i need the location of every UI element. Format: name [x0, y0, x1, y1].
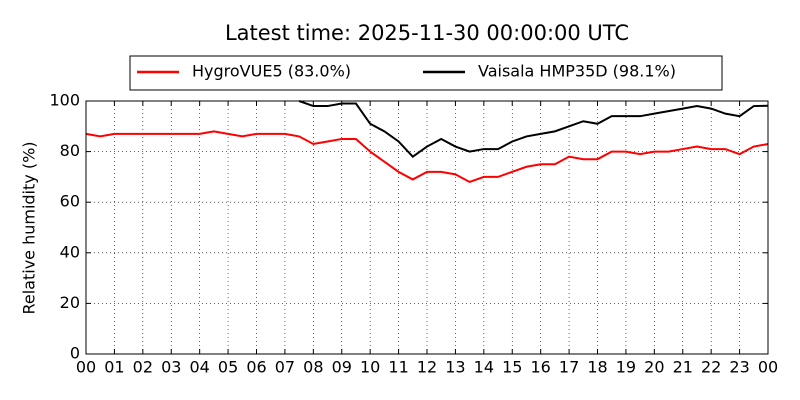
x-tick-label: 22 [701, 358, 721, 377]
series-line [85, 130, 769, 184]
chart-title: Latest time: 2025-11-30 00:00:00 UTC [225, 21, 629, 45]
x-tick-label: 08 [303, 358, 323, 377]
x-tick-label: 12 [417, 358, 437, 377]
x-tick-label: 09 [332, 358, 352, 377]
legend-label: Vaisala HMP35D (98.1%) [478, 62, 676, 81]
x-tick-label: 23 [729, 358, 749, 377]
x-tick-label: 14 [474, 358, 494, 377]
x-tick-label: 21 [673, 358, 693, 377]
x-tick-label: 16 [530, 358, 550, 377]
y-tick-label: 100 [49, 91, 80, 110]
y-tick-label: 40 [60, 242, 80, 261]
x-tick-label: 11 [388, 358, 408, 377]
y-axis-label: Relative humidity (%) [20, 141, 39, 314]
x-tick-label: 02 [133, 358, 153, 377]
series-line [298, 100, 769, 158]
x-tick-label: 10 [360, 358, 380, 377]
y-tick-label: 80 [60, 141, 80, 160]
x-tick-label: 15 [502, 358, 522, 377]
x-tick-label: 19 [616, 358, 636, 377]
plot-frame [85, 100, 769, 355]
x-tick-label: 20 [644, 358, 664, 377]
y-tick-label: 60 [60, 192, 80, 211]
x-tick-label: 01 [104, 358, 124, 377]
x-tick-label: 18 [587, 358, 607, 377]
x-tick-label: 00 [758, 358, 778, 377]
x-tick-label: 04 [189, 358, 209, 377]
legend-label: HygroVUE5 (83.0%) [192, 62, 351, 81]
x-tick-label: 17 [559, 358, 579, 377]
x-tick-label: 05 [218, 358, 238, 377]
y-tick-label: 0 [70, 344, 80, 363]
y-tick-label: 20 [60, 293, 80, 312]
x-tick-label: 13 [445, 358, 465, 377]
x-tick-label: 07 [275, 358, 295, 377]
x-tick-label: 06 [246, 358, 266, 377]
x-tick-label: 03 [161, 358, 181, 377]
x-tick-label: 00 [76, 358, 96, 377]
